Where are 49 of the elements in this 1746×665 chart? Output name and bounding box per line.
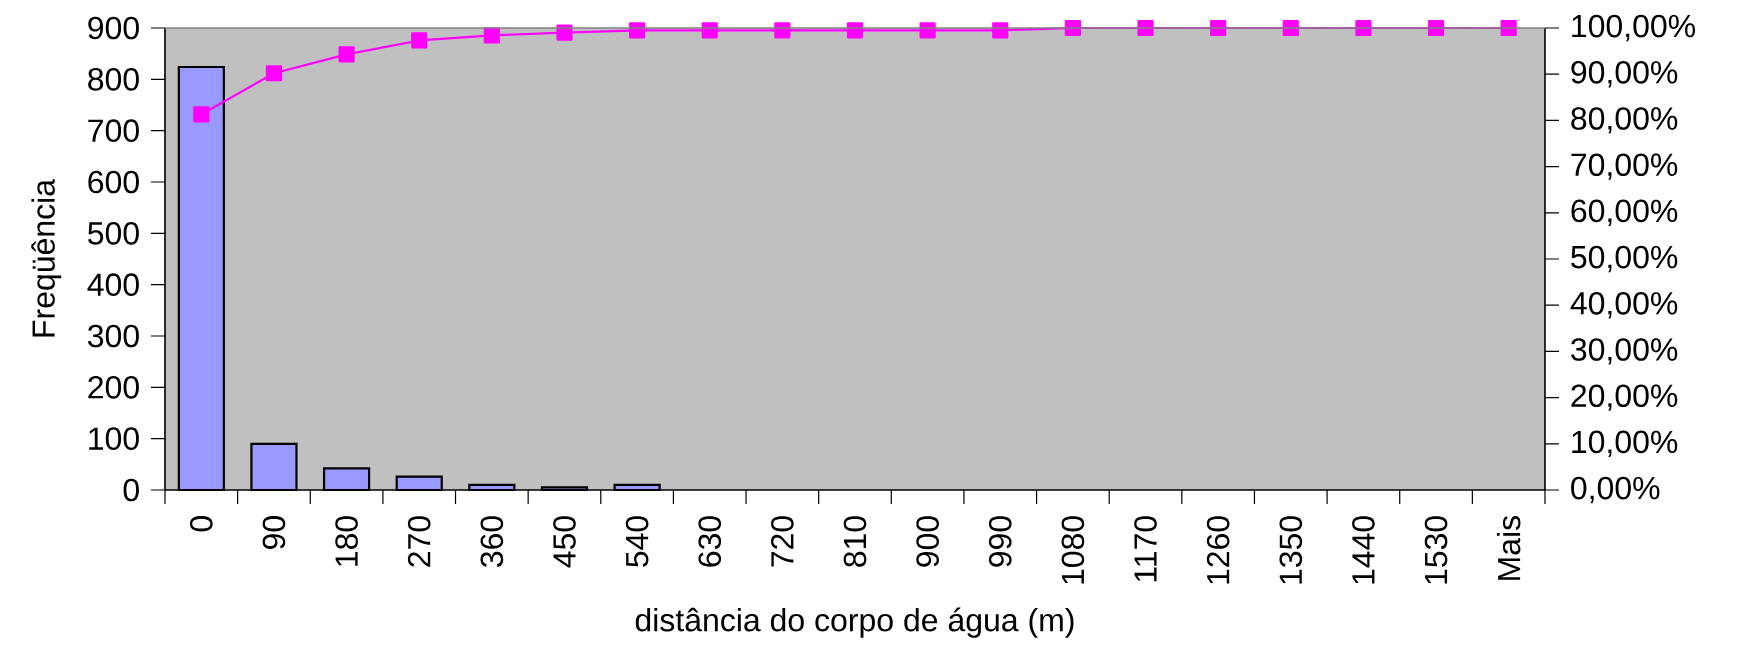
y2-tick-label: 70,00% [1571,153,1678,180]
point [411,32,428,49]
x-tick-label: 1170 [1134,516,1157,582]
x-tick-label: 1260 [1206,516,1230,584]
x-tick-label: 1080 [1061,516,1085,584]
x-tick-label: 810 [843,516,867,567]
y-tick-label: 300 [87,324,139,348]
y2-tick-label: 20,00% [1571,384,1678,411]
y-tick-label: 700 [88,119,139,142]
y-tick-label: 200 [88,376,139,399]
point [338,46,355,63]
y-tick-label: 900 [88,16,139,40]
y-tick-label: 400 [87,273,139,296]
y-tick-label: 0 [123,478,139,502]
y-tick-label: 800 [88,68,139,91]
y2-tick-label: 0,00% [1571,476,1660,504]
x-tick-label: 180 [335,516,358,566]
point [556,24,573,41]
y2-tick-label: 100,00% [1572,14,1696,42]
y-axis-title: Freqüência [31,178,62,337]
y2-tick-label: 30,00% [1571,338,1678,365]
y-tick-label: 100 [89,427,139,450]
y2-tick-label: 10,00% [1572,430,1678,458]
y2-tick-label: 90,00% [1571,60,1678,88]
point [265,65,283,82]
x-tick-label: 1440 [1352,516,1375,584]
y2-tick-label: 60,00% [1571,199,1678,227]
y-tick-label: 500 [88,222,139,245]
x-tick-label: Mais [1496,516,1521,580]
point [1137,19,1154,37]
x-tick-label: 540 [625,516,649,567]
y2-tick-label: 50,00% [1571,245,1678,273]
x-tick-label: 270 [407,516,431,567]
x-tick-label: 90 [262,516,286,549]
y2-tick-label: 80,00% [1571,107,1678,134]
x-tick-label: 0 [190,516,213,532]
y-tick-label: 600 [88,170,139,194]
x-tick-label: 990 [988,516,1012,567]
x-tick-label: 360 [480,516,504,568]
point [1355,19,1372,37]
point [193,106,210,123]
y2-tick-label: 40,00% [1570,291,1678,319]
x-tick-label: 1350 [1279,516,1303,584]
x-tick-label: 630 [698,516,722,567]
x-axis-title: distância do corpo de água (m) [635,607,1074,638]
x-tick-label: 450 [553,516,576,568]
x-tick-label: 720 [771,516,794,567]
x-tick-label: 900 [916,516,939,567]
x-tick-label: 1530 [1424,516,1448,584]
